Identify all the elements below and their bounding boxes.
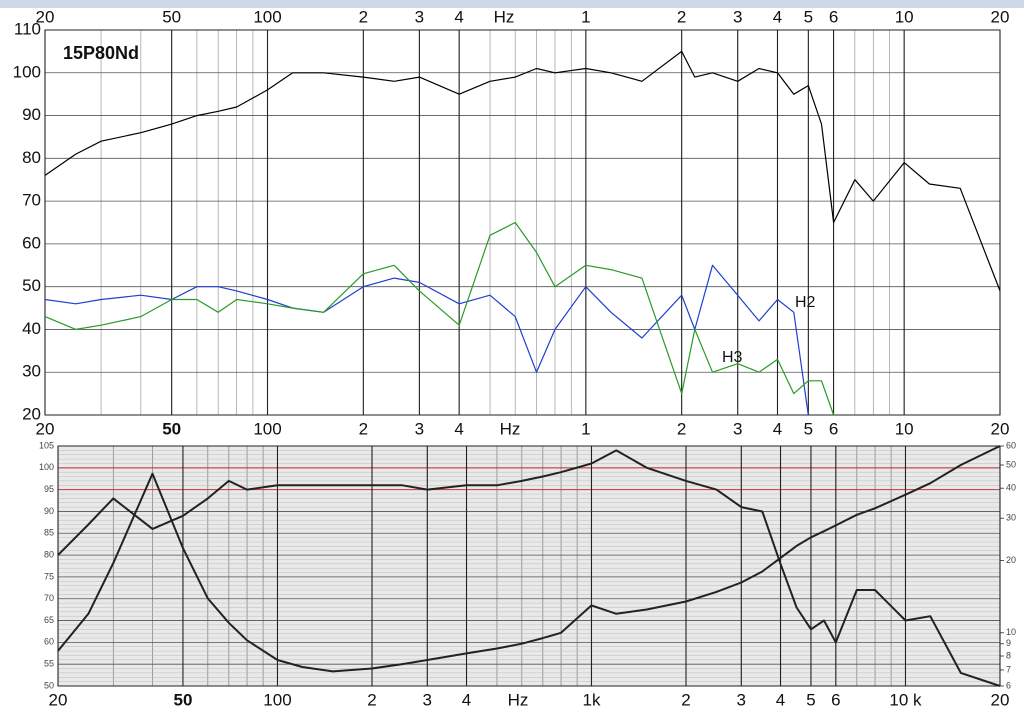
- x-tick-label: 100: [253, 419, 281, 438]
- y-tick-label: 70: [22, 191, 41, 210]
- y-tick-label: 85: [44, 528, 54, 538]
- x-tick-label-top: 5: [804, 7, 813, 26]
- y2-tick-label: 7: [1006, 664, 1011, 674]
- x-tick-label-top: 3: [415, 7, 424, 26]
- x-tick-label: 4: [773, 419, 782, 438]
- x-tick-label: 3: [415, 419, 424, 438]
- x-tick-label: 4: [776, 690, 785, 709]
- y-tick-label: 70: [44, 593, 54, 603]
- y2-tick-label: 8: [1006, 650, 1011, 660]
- y2-tick-label: 6: [1006, 680, 1011, 690]
- y-tick-label: 100: [39, 462, 54, 472]
- annotation: H2: [795, 294, 816, 311]
- series-line: [44, 50, 1001, 292]
- y2-tick-label: 40: [1006, 483, 1016, 493]
- series-line: [44, 264, 809, 416]
- top-strip: [0, 0, 1024, 8]
- y-tick-label: 80: [44, 549, 54, 559]
- y-tick-label: 55: [44, 659, 54, 669]
- x-tick-label: 20: [36, 419, 55, 438]
- y-tick-label: 60: [22, 233, 41, 252]
- x-unit-label: Hz: [500, 419, 521, 438]
- x-tick-label-top: 100: [253, 7, 281, 26]
- x-tick-label-top: 2: [359, 7, 368, 26]
- x-tick-label-top: 20: [991, 7, 1010, 26]
- chart-title: 15P80Nd: [63, 43, 139, 63]
- x-tick-label-top: 4: [773, 7, 782, 26]
- plot-frame: [57, 445, 1001, 687]
- y-tick-label: 40: [22, 319, 41, 338]
- y-tick-label: 80: [22, 148, 41, 167]
- x-tick-label: 20: [49, 690, 68, 709]
- x-tick-label: 2: [681, 690, 690, 709]
- y-tick-label: 50: [44, 680, 54, 690]
- top-plot-bg: [45, 30, 1000, 415]
- series-line: [57, 449, 1001, 687]
- x-tick-label: 2: [367, 690, 376, 709]
- y-tick-label: 110: [14, 19, 41, 38]
- y2-tick-label: 10: [1006, 627, 1016, 637]
- x-tick-label-top: 6: [829, 7, 838, 26]
- y-tick-label: 95: [44, 484, 54, 494]
- y-tick-label: 60: [44, 637, 54, 647]
- y2-tick-label: 30: [1006, 513, 1016, 523]
- x-tick-label: 10 k: [889, 690, 922, 709]
- x-tick-label: 2: [359, 419, 368, 438]
- bottom-plot-bg: [58, 446, 1000, 686]
- x-tick-label-top: 1: [581, 7, 590, 26]
- x-tick-label: 20: [991, 690, 1010, 709]
- y2-tick-label: 50: [1006, 459, 1016, 469]
- y2-tick-label: 9: [1006, 638, 1011, 648]
- x-tick-label-top: 2: [677, 7, 686, 26]
- y-tick-label: 75: [44, 571, 54, 581]
- x-tick-label: 50: [173, 690, 192, 709]
- x-tick-label: 6: [829, 419, 838, 438]
- x-tick-label: 20: [991, 419, 1010, 438]
- x-tick-label-top: 10: [895, 7, 914, 26]
- x-tick-label-top: 20: [36, 7, 55, 26]
- x-unit-label-top: Hz: [494, 7, 515, 26]
- x-tick-label: 1: [581, 419, 590, 438]
- series-line: [57, 445, 1001, 673]
- x-tick-label: 100: [263, 690, 291, 709]
- x-tick-label: 1k: [582, 690, 600, 709]
- y2-tick-label: 20: [1006, 555, 1016, 565]
- y-tick-label: 100: [13, 62, 41, 81]
- annotation: H3: [722, 349, 743, 366]
- x-tick-label-top: 3: [733, 7, 742, 26]
- x-unit-label: Hz: [508, 690, 529, 709]
- x-tick-label: 10: [895, 419, 914, 438]
- x-tick-label: 6: [831, 690, 840, 709]
- x-tick-label: 4: [454, 419, 463, 438]
- y-tick-label: 50: [22, 276, 41, 295]
- x-tick-label: 2: [677, 419, 686, 438]
- x-tick-label: 50: [162, 419, 181, 438]
- y-tick-label: 30: [22, 362, 41, 381]
- x-tick-label-top: 4: [454, 7, 463, 26]
- x-tick-label: 4: [462, 690, 471, 709]
- x-tick-label: 3: [423, 690, 432, 709]
- x-tick-label: 3: [737, 690, 746, 709]
- y2-tick-label: 60: [1006, 440, 1016, 450]
- y-tick-label: 90: [44, 506, 54, 516]
- plot-frame: [44, 29, 1001, 416]
- y-tick-label: 90: [22, 105, 41, 124]
- y-tick-label: 105: [39, 440, 54, 450]
- y-tick-label: 20: [22, 404, 41, 423]
- x-tick-label-top: 50: [162, 7, 181, 26]
- x-tick-label: 3: [733, 419, 742, 438]
- x-tick-label: 5: [806, 690, 815, 709]
- y-tick-label: 65: [44, 615, 54, 625]
- x-tick-label: 5: [804, 419, 813, 438]
- series-line: [44, 221, 835, 416]
